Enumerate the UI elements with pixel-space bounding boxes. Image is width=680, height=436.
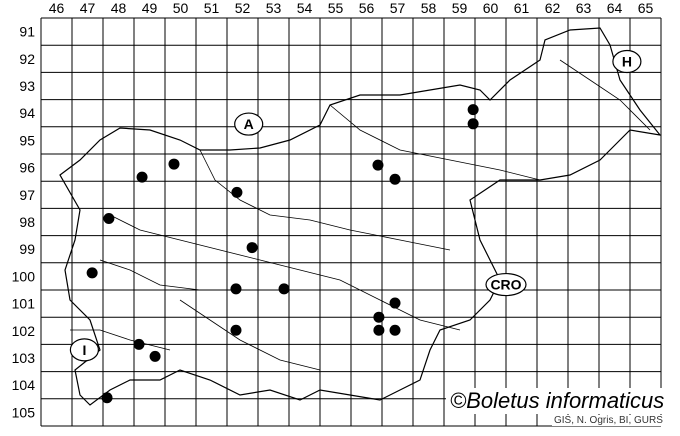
- row-label: 92: [19, 51, 35, 67]
- column-label: 58: [421, 0, 437, 16]
- record-dot: [389, 297, 401, 309]
- record-dot: [373, 311, 385, 323]
- column-label: 64: [607, 0, 623, 16]
- country-label-oval: [234, 112, 264, 136]
- record-dot: [372, 159, 384, 171]
- column-label: 49: [142, 0, 158, 16]
- column-label: 59: [452, 0, 468, 16]
- column-label: 51: [204, 0, 220, 16]
- row-label: 91: [19, 24, 35, 40]
- row-label: 104: [12, 377, 36, 393]
- column-label: 61: [514, 0, 530, 16]
- record-dot: [133, 338, 145, 350]
- record-dot: [101, 392, 113, 404]
- rivers: [70, 59, 651, 371]
- column-label: 56: [359, 0, 375, 16]
- record-dot: [389, 324, 401, 336]
- country-label-oval: [485, 272, 527, 297]
- row-label: 94: [19, 105, 35, 121]
- record-dot: [278, 283, 290, 295]
- country-label: A: [244, 116, 254, 132]
- row-label: 96: [19, 160, 35, 176]
- column-label: 54: [297, 0, 313, 16]
- record-dot: [467, 118, 479, 130]
- column-label: 52: [235, 0, 251, 16]
- column-label: 46: [49, 0, 65, 16]
- country-border: [59, 27, 662, 406]
- record-dots: [86, 104, 479, 404]
- data-source: GIS, N. Ogris, BI, GURS: [552, 415, 665, 426]
- country-label-oval: [612, 49, 642, 74]
- record-dot: [373, 324, 385, 336]
- record-dot: [230, 283, 242, 295]
- column-label: 63: [576, 0, 592, 16]
- country-label: I: [82, 342, 86, 358]
- row-label: 105: [12, 404, 36, 420]
- column-label: 62: [545, 0, 561, 16]
- record-dot: [231, 186, 243, 198]
- column-label: 48: [111, 0, 127, 16]
- record-dot: [168, 158, 180, 170]
- row-label: 93: [19, 78, 35, 94]
- column-label: 47: [80, 0, 96, 16]
- row-label: 95: [19, 132, 35, 148]
- record-dot: [389, 173, 401, 185]
- row-label: 103: [12, 350, 36, 366]
- record-dot: [86, 267, 98, 279]
- country-label: CRO: [490, 277, 521, 293]
- column-label: 50: [173, 0, 189, 16]
- row-label: 102: [12, 323, 36, 339]
- column-label: 60: [483, 0, 499, 16]
- record-dot: [467, 104, 479, 116]
- grid: [40, 17, 662, 427]
- column-label: 65: [638, 0, 654, 16]
- country-label-oval: [69, 338, 100, 362]
- record-dot: [136, 171, 148, 183]
- row-label: 101: [12, 296, 36, 312]
- column-label: 53: [266, 0, 282, 16]
- row-label: 97: [19, 187, 35, 203]
- row-label: 99: [19, 241, 35, 257]
- country-label: H: [622, 54, 632, 70]
- row-label: 100: [12, 268, 36, 284]
- record-dot: [230, 324, 242, 336]
- row-label: 98: [19, 214, 35, 230]
- axis-labels: 46 47 48 49 50 51 52 53 54 55 56 57 58 59 60 61 62 63 64 65…: [12, 0, 654, 420]
- column-label: 55: [328, 0, 344, 16]
- country-labels: A H CRO I: [69, 49, 642, 362]
- copyright-credit: ©Boletus informaticus: [446, 388, 669, 414]
- record-dot: [149, 350, 161, 362]
- column-label: 57: [390, 0, 406, 16]
- record-dot: [103, 212, 115, 224]
- record-dot: [246, 242, 258, 254]
